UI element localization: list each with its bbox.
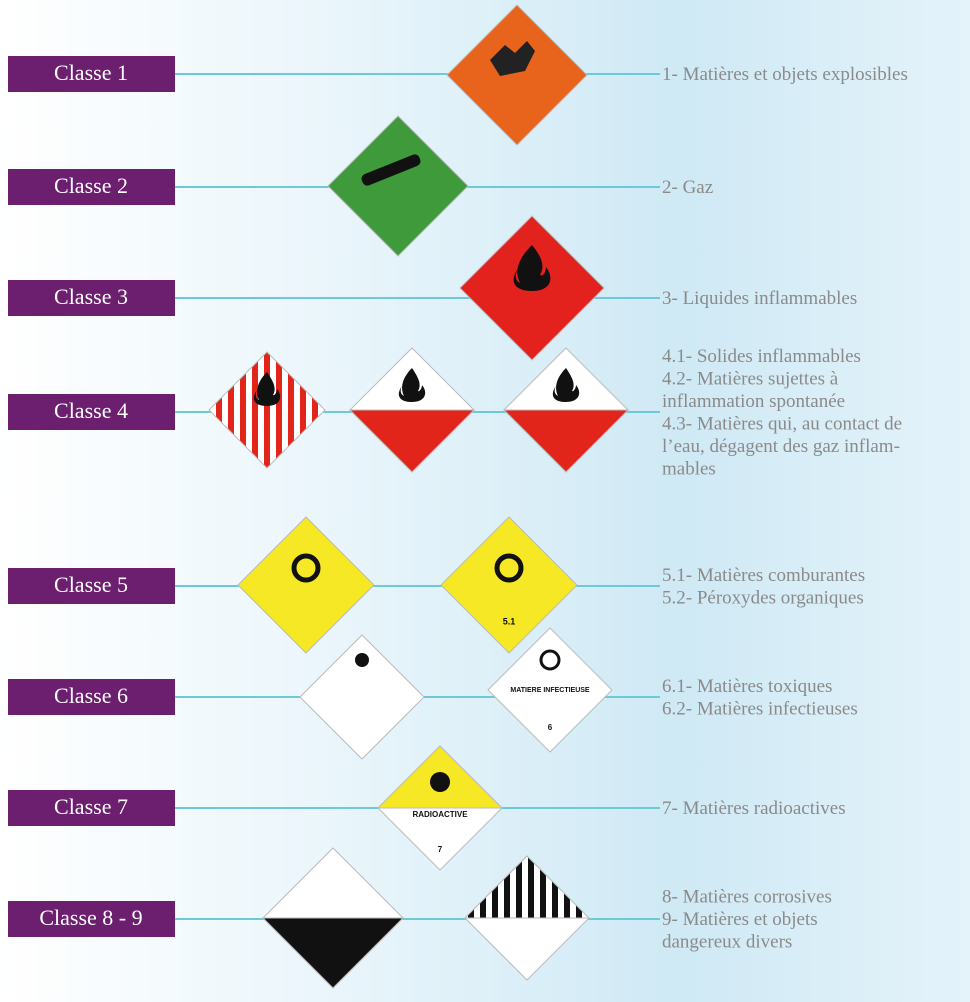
class-label: Classe 8 - 9 [39, 905, 142, 930]
class-label: Classe 4 [54, 398, 128, 423]
class-label: Classe 1 [54, 60, 128, 85]
icon [430, 772, 450, 792]
class-description: dangereux divers [662, 932, 792, 953]
class-description: inflammation spontanée [662, 391, 845, 412]
class-description: mables [662, 458, 716, 479]
class-description: 9- Matières et objets [662, 909, 818, 930]
class-label: Classe 6 [54, 683, 128, 708]
class-description: 8- Matières corrosives [662, 887, 832, 908]
class-description: 7- Matières radioactives [662, 798, 846, 819]
class-description: 2- Gaz [662, 177, 713, 198]
class-description: 4.2- Matières sujettes à [662, 368, 839, 389]
class-description: 1- Matières et objets explosibles [662, 64, 908, 85]
placard-number: 7 [438, 845, 443, 854]
class-description: 5.2- Péroxydes organiques [662, 587, 864, 608]
class-label: Classe 3 [54, 284, 128, 309]
placard-number: 5.1 [503, 616, 516, 626]
class-description: 6.2- Matières infectieuses [662, 698, 858, 719]
class-description: 3- Liquides inflammables [662, 288, 857, 309]
class-description: 5.1- Matières comburantes [662, 565, 865, 586]
class-description: 6.1- Matières toxiques [662, 676, 832, 697]
class-description: 4.1- Solides inflammables [662, 346, 861, 367]
class-label: Classe 5 [54, 572, 128, 597]
placard-title: MATIERE INFECTIEUSE [510, 687, 590, 694]
icon [355, 653, 369, 667]
placard-title: RADIOACTIVE [412, 810, 468, 819]
class-description: 4.3- Matières qui, au contact de [662, 413, 902, 434]
placard-number: 6 [548, 723, 553, 732]
class-description: l’eau, dégagent des gaz inflam- [662, 436, 900, 457]
class-label: Classe 7 [54, 794, 128, 819]
infographic: Classe 1 1- Matières et objets explosible… [0, 0, 970, 1002]
class-label: Classe 2 [54, 173, 128, 198]
background [0, 0, 970, 1002]
